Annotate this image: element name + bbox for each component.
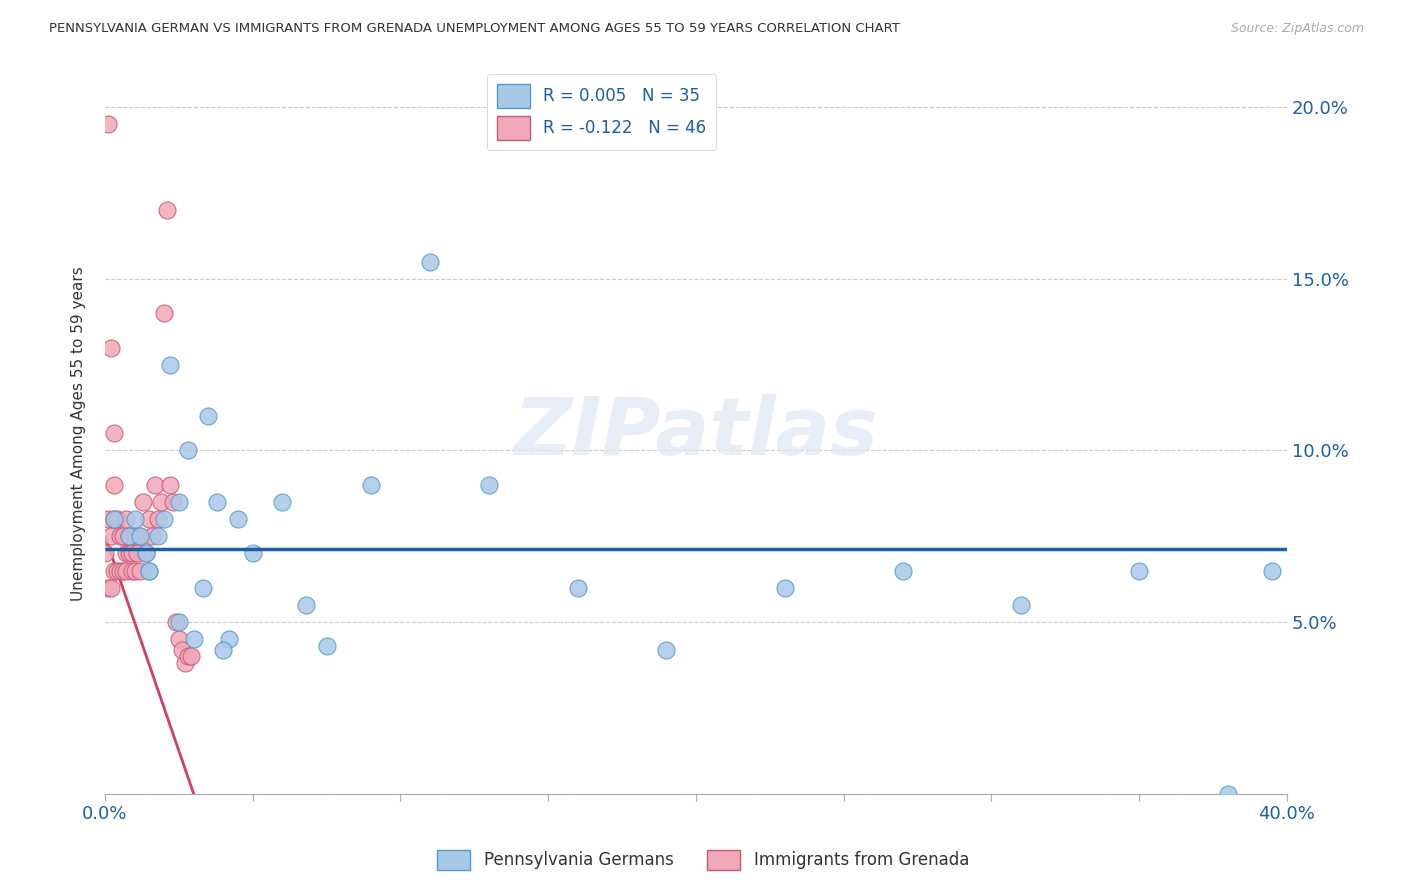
Point: [117, 546, 139, 560]
Point: [103, 512, 125, 526]
Point: [129, 564, 152, 578]
Point: [159, 478, 181, 492]
Point: [156, 203, 179, 218]
Point: [242, 546, 264, 560]
Point: [173, 657, 195, 671]
Point: [191, 581, 214, 595]
Point: [129, 529, 152, 543]
Point: [141, 529, 163, 543]
Point: [1128, 564, 1150, 578]
Point: [143, 478, 166, 492]
Point: [197, 409, 219, 424]
Point: [100, 529, 122, 543]
Point: [207, 495, 229, 509]
Point: [117, 529, 139, 543]
Point: [567, 581, 589, 595]
Point: [103, 478, 125, 492]
Point: [111, 529, 134, 543]
Legend: R = 0.005   N = 35, R = -0.122   N = 46: R = 0.005 N = 35, R = -0.122 N = 46: [486, 74, 716, 150]
Text: ZIPatlas: ZIPatlas: [513, 394, 879, 473]
Point: [180, 649, 202, 664]
Point: [167, 632, 190, 647]
Point: [419, 254, 441, 268]
Point: [127, 546, 149, 560]
Point: [103, 426, 125, 441]
Point: [100, 341, 122, 355]
Point: [177, 649, 200, 664]
Point: [117, 529, 139, 543]
Point: [167, 495, 190, 509]
Point: [162, 495, 184, 509]
Point: [295, 598, 318, 612]
Point: [478, 478, 501, 492]
Point: [129, 529, 152, 543]
Point: [114, 546, 136, 560]
Point: [114, 564, 136, 578]
Point: [103, 512, 125, 526]
Point: [124, 529, 146, 543]
Y-axis label: Unemployment Among Ages 55 to 59 years: Unemployment Among Ages 55 to 59 years: [72, 266, 86, 600]
Point: [148, 512, 170, 526]
Point: [138, 564, 160, 578]
Point: [132, 495, 155, 509]
Point: [135, 546, 157, 560]
Point: [315, 639, 337, 653]
Legend: Pennsylvania Germans, Immigrants from Grenada: Pennsylvania Germans, Immigrants from Gr…: [430, 843, 976, 877]
Point: [108, 529, 131, 543]
Text: PENNSYLVANIA GERMAN VS IMMIGRANTS FROM GRENADA UNEMPLOYMENT AMONG AGES 55 TO 59 : PENNSYLVANIA GERMAN VS IMMIGRANTS FROM G…: [49, 22, 900, 36]
Point: [97, 118, 120, 132]
Point: [891, 564, 914, 578]
Point: [226, 512, 249, 526]
Point: [121, 564, 143, 578]
Point: [655, 642, 678, 657]
Point: [153, 306, 176, 320]
Point: [1010, 598, 1032, 612]
Point: [121, 546, 143, 560]
Point: [138, 512, 160, 526]
Point: [360, 478, 382, 492]
Point: [177, 443, 200, 458]
Point: [773, 581, 796, 595]
Point: [111, 564, 134, 578]
Point: [94, 546, 117, 560]
Point: [148, 529, 170, 543]
Point: [1216, 787, 1239, 801]
Point: [183, 632, 205, 647]
Point: [124, 512, 146, 526]
Point: [212, 642, 235, 657]
Point: [108, 564, 131, 578]
Point: [97, 512, 120, 526]
Point: [167, 615, 190, 629]
Point: [153, 512, 176, 526]
Point: [170, 642, 193, 657]
Point: [97, 581, 120, 595]
Point: [105, 512, 128, 526]
Point: [138, 564, 160, 578]
Point: [103, 564, 125, 578]
Point: [100, 581, 122, 595]
Point: [114, 512, 136, 526]
Point: [1261, 564, 1284, 578]
Point: [150, 495, 173, 509]
Point: [271, 495, 294, 509]
Point: [135, 546, 157, 560]
Point: [124, 564, 146, 578]
Point: [105, 564, 128, 578]
Point: [159, 358, 181, 372]
Point: [218, 632, 240, 647]
Point: [165, 615, 187, 629]
Text: Source: ZipAtlas.com: Source: ZipAtlas.com: [1230, 22, 1364, 36]
